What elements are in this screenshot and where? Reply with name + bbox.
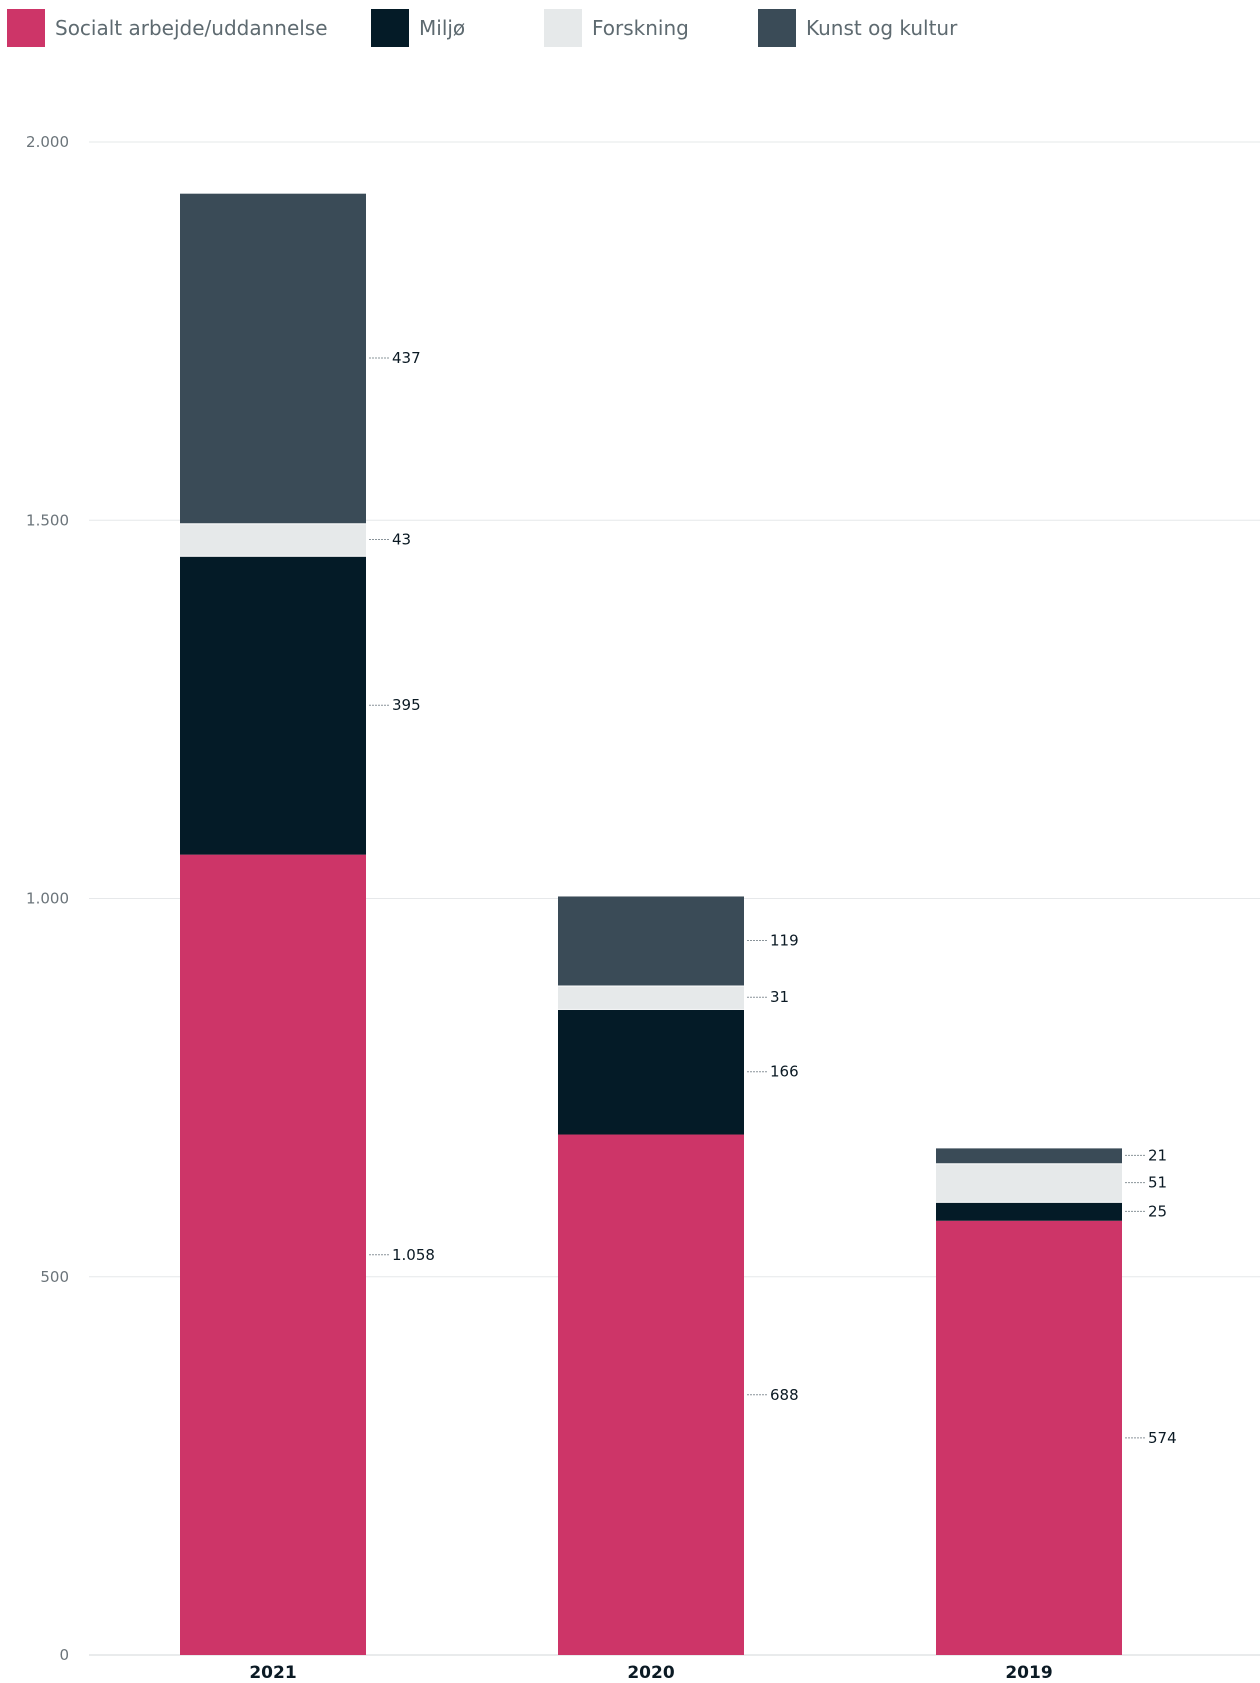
legend: Socialt arbejde/uddannelse Miljø Forskni… (7, 8, 1247, 48)
y-tick-label: 0 (59, 1646, 69, 1664)
legend-swatch (758, 9, 796, 47)
bar-segment[interactable] (558, 986, 744, 1009)
bar-segment[interactable] (558, 896, 744, 986)
bar-segment[interactable] (936, 1220, 1122, 1655)
data-label: 574 (1148, 1429, 1177, 1447)
data-label: 437 (392, 349, 421, 367)
data-label: 31 (770, 988, 789, 1006)
legend-item-miljo[interactable]: Miljø (371, 8, 465, 48)
bar-segment[interactable] (936, 1202, 1122, 1221)
bar-segment[interactable] (180, 854, 366, 1655)
bar-segment[interactable] (180, 556, 366, 855)
bar-segment[interactable] (180, 193, 366, 524)
bar-segment[interactable] (936, 1164, 1122, 1202)
legend-swatch (544, 9, 582, 47)
bar-segment[interactable] (936, 1148, 1122, 1164)
legend-label: Socialt arbejde/uddannelse (55, 16, 328, 40)
legend-label: Miljø (419, 16, 466, 40)
data-label: 166 (770, 1063, 799, 1081)
data-label: 395 (392, 696, 421, 714)
legend-label: Kunst og kultur (806, 16, 958, 40)
x-category-label: 2020 (627, 1663, 674, 1683)
y-tick-label: 1.500 (26, 511, 69, 529)
data-label: 1.058 (392, 1246, 435, 1264)
legend-item-forskning[interactable]: Forskning (544, 8, 689, 48)
bar-segment[interactable] (558, 1134, 744, 1655)
legend-label: Forskning (592, 16, 689, 40)
data-label: 688 (770, 1386, 799, 1404)
data-label: 25 (1148, 1202, 1167, 1220)
bar-segment[interactable] (180, 524, 366, 556)
data-label: 119 (770, 931, 799, 949)
y-tick-label: 500 (40, 1268, 69, 1286)
data-label: 43 (392, 531, 411, 549)
x-category-label: 2021 (249, 1663, 296, 1683)
legend-swatch (7, 9, 45, 47)
y-tick-label: 1.000 (26, 890, 69, 908)
legend-item-socialt[interactable]: Socialt arbejde/uddannelse (7, 8, 328, 48)
data-label: 21 (1148, 1146, 1167, 1164)
data-label: 51 (1148, 1174, 1167, 1192)
y-tick-label: 2.000 (26, 133, 69, 151)
legend-swatch (371, 9, 409, 47)
bar-segment[interactable] (558, 1009, 744, 1135)
legend-item-kunst[interactable]: Kunst og kultur (758, 8, 957, 48)
x-category-label: 2019 (1005, 1663, 1052, 1683)
